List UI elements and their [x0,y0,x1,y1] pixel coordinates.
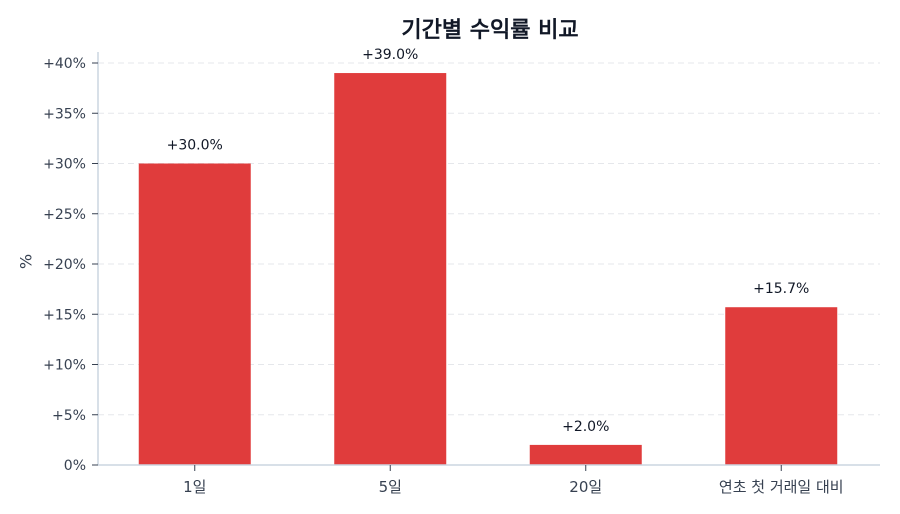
y-tick-label: +20% [43,257,86,273]
y-axis-ticks: 0% +5% +10% +15% +20% +25% +30% +35% +40% [43,56,98,474]
bar-value-label: +30.0% [167,138,223,154]
bar-value-label: +2.0% [562,419,609,435]
data-labels: +30.0% +39.0% +2.0% +15.7% [167,47,810,435]
axes [97,52,880,466]
bar-value-label: +39.0% [362,47,418,63]
x-axis-ticks: 1일 5일 20일 연초 첫 거래일 대비 [183,465,844,496]
bar [334,73,447,466]
y-tick-label: 0% [64,458,86,474]
bars [138,73,838,466]
x-tick-label: 연초 첫 거래일 대비 [719,478,844,496]
chart-title: 기간별 수익률 비교 [401,18,579,43]
y-tick-label: +10% [43,358,86,374]
y-tick-label: +35% [43,106,86,122]
x-tick-label: 1일 [183,478,206,496]
y-tick-label: +40% [43,56,86,72]
bar [529,444,642,465]
bar [138,163,251,465]
y-tick-label: +5% [52,408,86,424]
bar-value-label: +15.7% [753,281,809,297]
y-tick-label: +15% [43,307,86,323]
x-tick-label: 5일 [379,478,402,496]
y-tick-label: +25% [43,207,86,223]
y-tick-label: +30% [43,157,86,173]
bar [725,307,838,465]
x-tick-label: 20일 [569,478,602,496]
